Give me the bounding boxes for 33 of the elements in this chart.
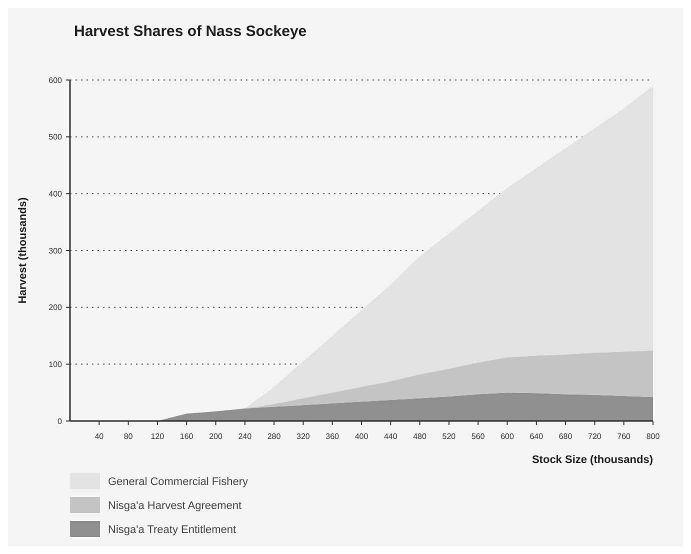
x-tick-label: 80 [124, 432, 134, 441]
y-tick-label: 500 [48, 132, 63, 142]
x-axis-title: Stock Size (thousands) [532, 454, 654, 466]
x-tick-label: 160 [180, 432, 194, 441]
x-tick-label: 360 [326, 432, 340, 441]
y-tick-label: 100 [48, 360, 63, 369]
y-axis-title: Harvest (thousands) [17, 196, 29, 304]
x-tick-label: 240 [238, 432, 252, 441]
x-tick-label: 200 [209, 432, 223, 441]
x-tick-label: 320 [296, 432, 310, 441]
y-tick-label: 300 [48, 246, 63, 256]
legend-label: Nisga'a Treaty Entitlement [108, 524, 236, 536]
x-tick-label: 400 [354, 432, 369, 441]
x-tick-label: 560 [471, 432, 486, 441]
x-tick-label: 720 [588, 432, 602, 441]
x-tick-label: 680 [558, 432, 573, 441]
x-tick-label: 440 [384, 432, 398, 441]
x-tick-label: 280 [267, 432, 282, 441]
y-tick-label: 600 [48, 76, 63, 85]
x-tick-label: 120 [150, 432, 165, 441]
x-tick-label: 520 [442, 432, 456, 441]
legend-label: General Commercial Fishery [108, 476, 248, 488]
legend-label: Nisga'a Harvest Agreement [108, 500, 242, 512]
chart-title: Harvest Shares of Nass Sockeye [74, 23, 307, 40]
x-tick-label: 600 [500, 432, 514, 441]
x-tick-label: 800 [646, 432, 660, 441]
x-tick-label: 640 [530, 432, 544, 441]
y-tick-label: 400 [48, 189, 63, 198]
x-tick-label: 760 [617, 432, 632, 441]
x-tick-label: 40 [94, 432, 104, 441]
y-tick-label: 200 [48, 303, 63, 312]
y-tick-label: 0 [58, 416, 63, 426]
x-tick-label: 480 [413, 432, 428, 441]
